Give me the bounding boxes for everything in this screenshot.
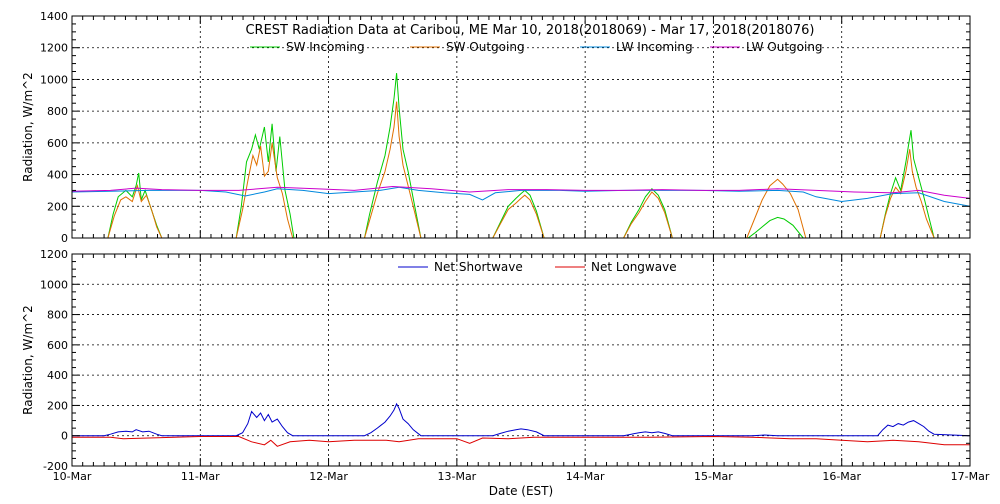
- series-line-lw-outgoing: [72, 185, 970, 199]
- panel-2-ytick-label: 600: [47, 339, 68, 352]
- panel-2-xtick-label: 15-Mar: [694, 470, 733, 483]
- x-axis-title: Date (EST): [489, 484, 553, 498]
- panel-2-plot-frame: [71, 253, 971, 467]
- panel-2-ytick-label: 200: [47, 399, 68, 412]
- panel-2-xtick-label: 13-Mar: [437, 470, 476, 483]
- panel-1-ytick-label: 200: [47, 200, 68, 213]
- panel-1-ytick-label: 400: [47, 169, 68, 182]
- panel-2-ytick-label: 1000: [40, 278, 68, 291]
- panel-1-ytick-label: 600: [47, 137, 68, 150]
- series-line-lw-incoming: [72, 186, 970, 207]
- legend-label-lw-outgoing: LW Outgoing: [746, 40, 823, 54]
- panel-1-ytick-label: 1400: [40, 10, 68, 23]
- panel-2-ytick-label: -200: [43, 460, 68, 473]
- panel-1-ytick-label: 800: [47, 105, 68, 118]
- legend-label-sw-outgoing: SW Outgoing: [446, 40, 525, 54]
- series-line-sw-incoming: [72, 73, 970, 238]
- panel-2-xtick-label: 11-Mar: [181, 470, 220, 483]
- panel-2-ytick-label: 1200: [40, 248, 68, 261]
- series-line-sw-outgoing: [72, 101, 970, 238]
- panel-1-ytick-label: 0: [61, 232, 68, 245]
- legend-label-net-longwave: Net Longwave: [591, 260, 677, 274]
- series-line-net-shortwave: [72, 402, 970, 437]
- panel-2-ytick-label: 0: [61, 430, 68, 443]
- panel-2-xtick-label: 17-Mar: [951, 470, 990, 483]
- panel-1-ytick-label: 1000: [40, 73, 68, 86]
- panel-2-xtick-label: 14-Mar: [566, 470, 605, 483]
- chart-title: CREST Radiation Data at Caribou, ME Mar …: [245, 23, 814, 38]
- legend-label-sw-incoming: SW Incoming: [286, 40, 365, 54]
- series-line-net-longwave: [72, 435, 970, 447]
- panel-2-xtick-label: 12-Mar: [309, 470, 348, 483]
- panel-2-ylabel: Radiation, W/m^2: [21, 305, 35, 415]
- legend-label-lw-incoming: LW Incoming: [616, 40, 693, 54]
- panel-2-ytick-label: 400: [47, 369, 68, 382]
- panel-1-ylabel: Radiation, W/m^2: [21, 72, 35, 182]
- legend-label-net-shortwave: Net Shortwave: [434, 260, 523, 274]
- panel-1-ytick-label: 1200: [40, 42, 68, 55]
- panel-2-xtick-label: 10-Mar: [53, 470, 92, 483]
- panel-2-xtick-label: 16-Mar: [822, 470, 861, 483]
- panel-2-ytick-label: 800: [47, 309, 68, 322]
